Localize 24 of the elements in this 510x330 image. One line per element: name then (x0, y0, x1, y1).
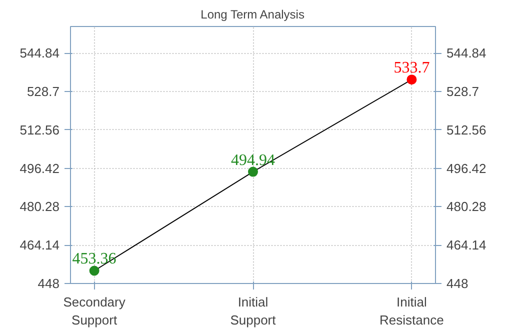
y-tick-label: 464.14 (20, 238, 60, 253)
y2-tick-label: 512.56 (446, 122, 486, 138)
point (89, 266, 100, 276)
x-tick-label: Initial Resistance (380, 294, 444, 328)
y2-tick-label: 448 (446, 276, 468, 291)
y2-tick-label: 528.7 (446, 84, 480, 99)
y-tick-label: 512.56 (20, 122, 60, 138)
y-tick-label: 528.7 (26, 84, 60, 99)
y-tick-label: 448 (38, 276, 60, 291)
data-label: 453.36 (72, 250, 116, 268)
y2-tick-label: 480.28 (446, 199, 486, 214)
point (248, 166, 258, 177)
y-tick-label: 544.84 (20, 46, 60, 61)
x-tick-label: Secondary Support (63, 294, 126, 328)
y-tick-label: 496.42 (20, 160, 60, 176)
y-tick-label: 480.28 (20, 199, 60, 214)
point (406, 74, 417, 85)
y2-tick-label: 496.42 (446, 160, 486, 176)
data-label: 494.94 (231, 152, 275, 169)
chart-title: Long Term Analysis (200, 8, 304, 22)
data-label: 533.7 (394, 60, 430, 77)
y2-tick-label: 544.84 (446, 46, 486, 61)
x-tick-label: Initial Support (230, 294, 276, 328)
y2-tick-label: 464.14 (446, 238, 486, 253)
